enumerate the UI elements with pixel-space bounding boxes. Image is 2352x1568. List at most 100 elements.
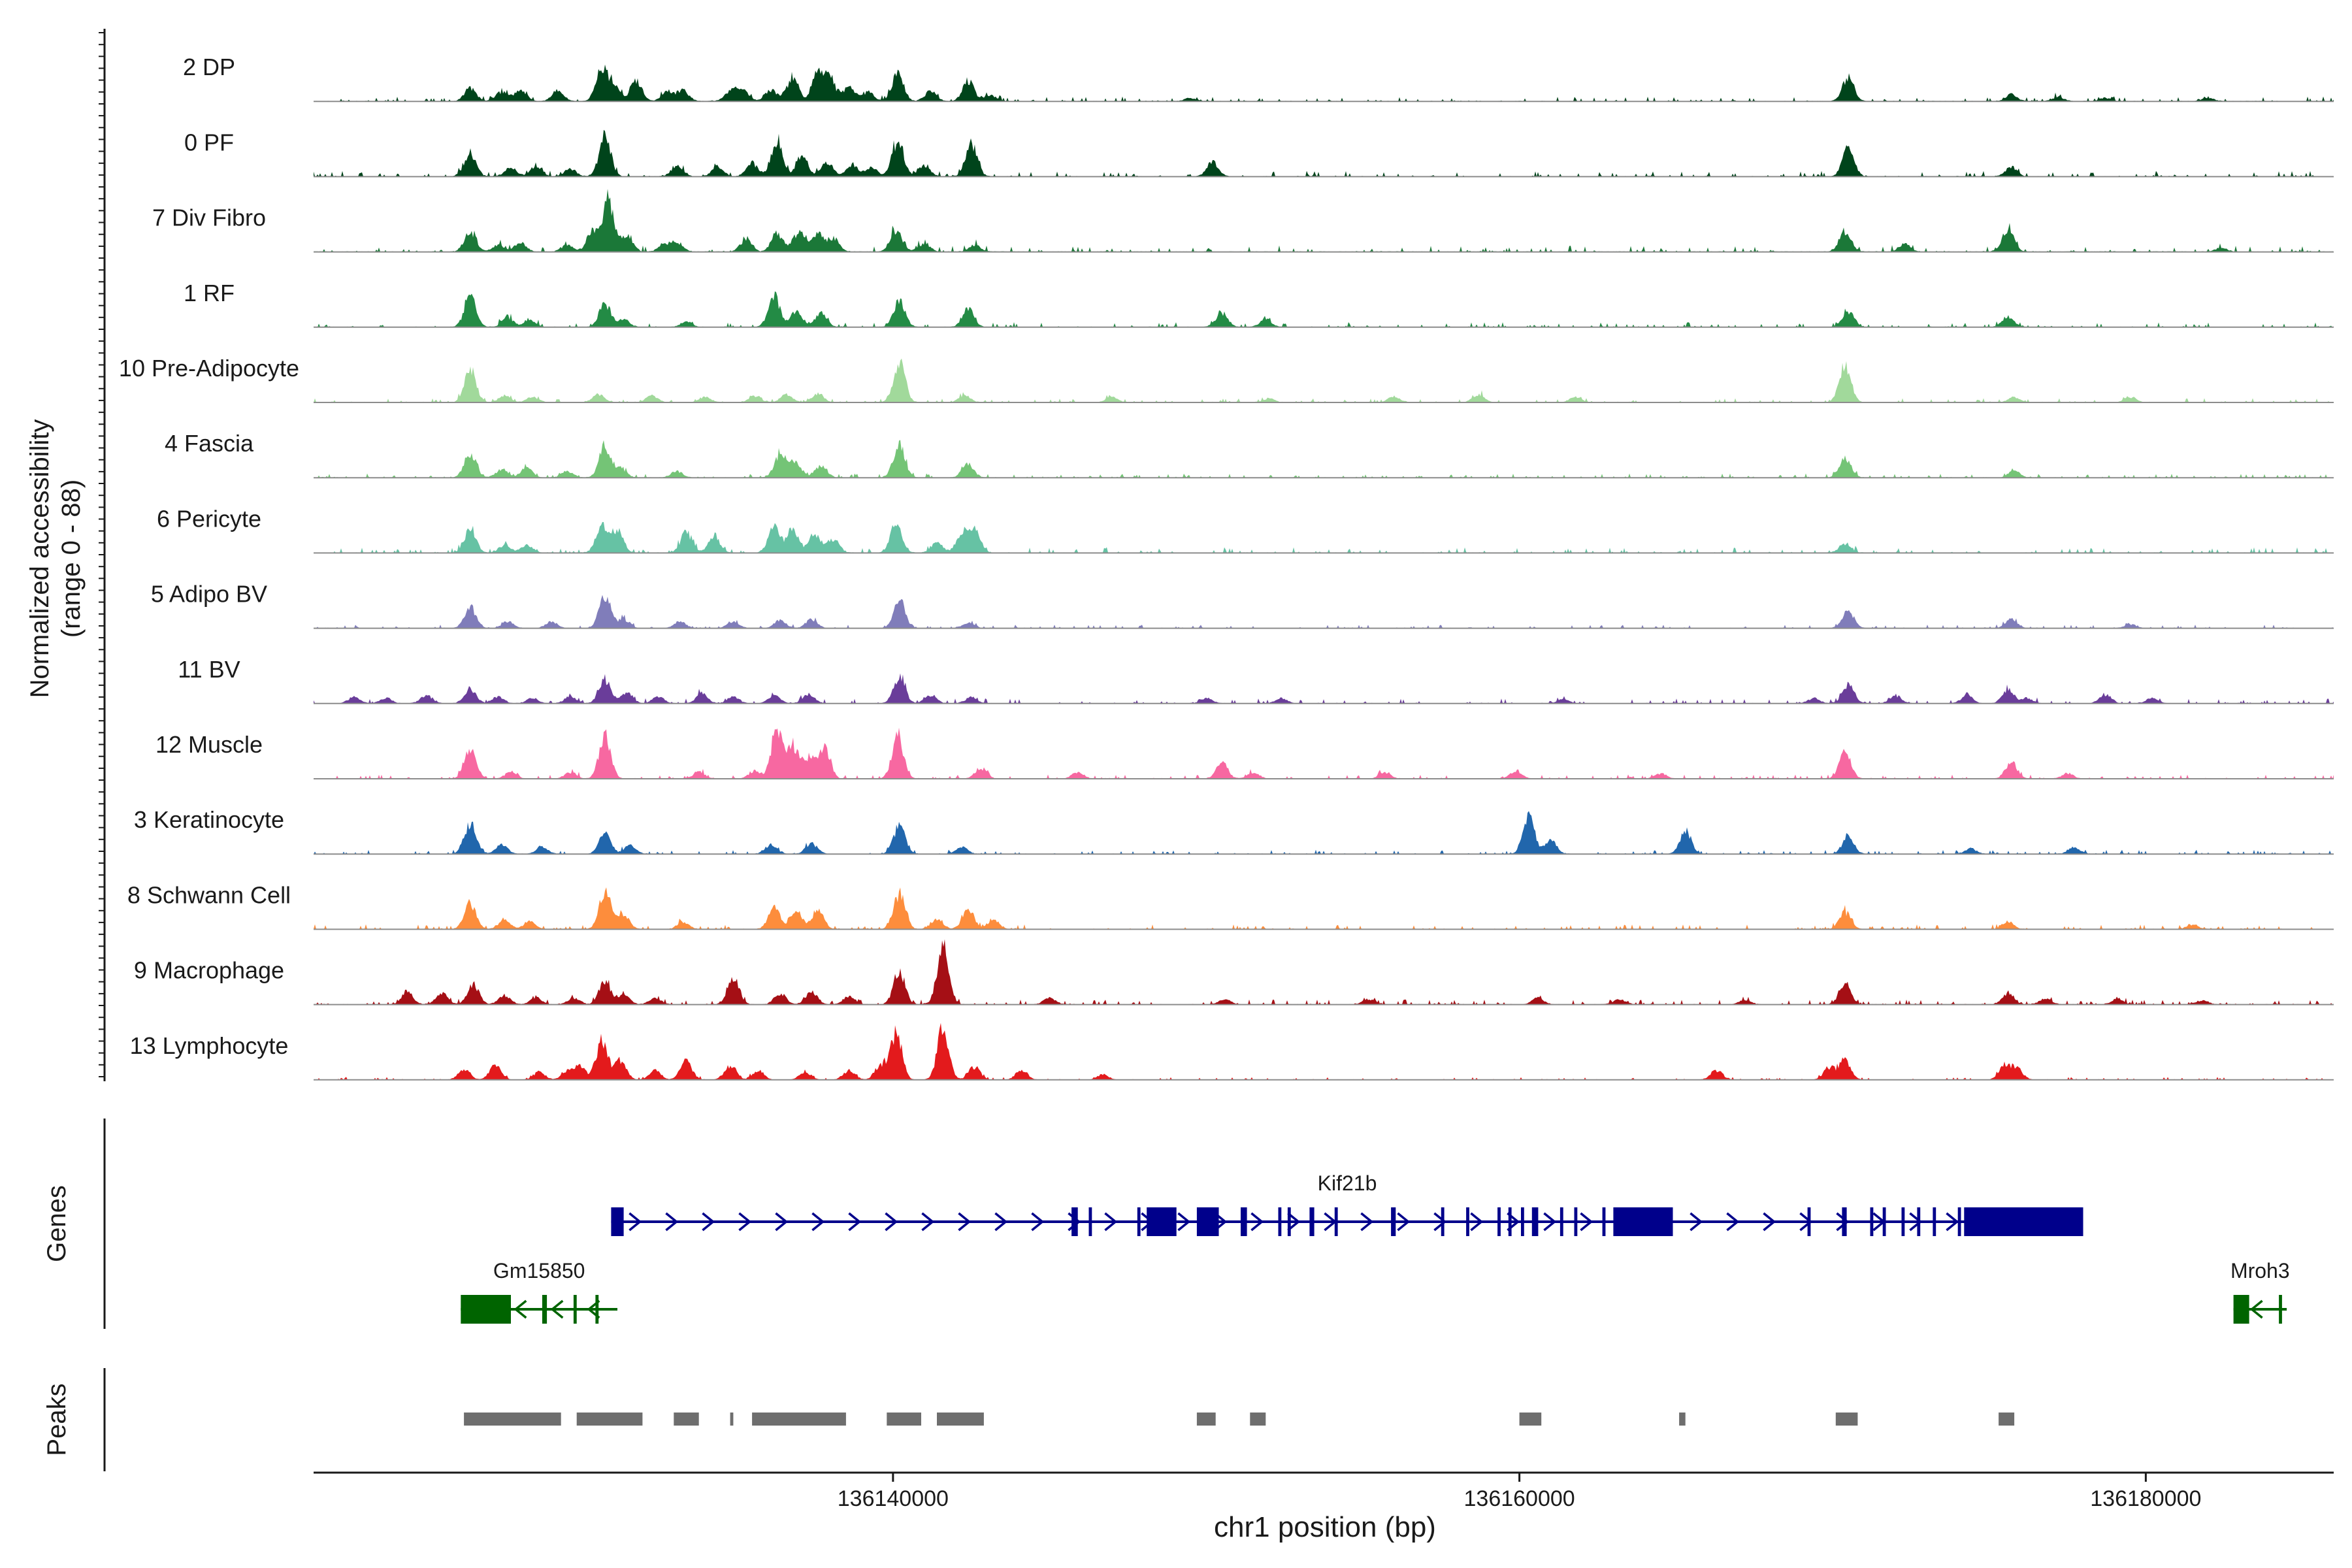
exon-gm15850	[461, 1295, 511, 1324]
peak-region	[576, 1413, 643, 1426]
strand-arrow-icon	[1250, 1212, 1264, 1232]
exon-kif21b	[1497, 1207, 1501, 1236]
y-axis-title-line1: Normalized accessibility	[25, 419, 54, 698]
track-8-schwann-cell: 8 Schwann Cell	[127, 881, 2334, 930]
track-0-pf: 0 PF	[184, 129, 2334, 178]
strand-arrow-icon	[1031, 1212, 1045, 1232]
strand-arrow-icon	[1836, 1212, 1850, 1232]
strand-arrow-icon	[1946, 1212, 1959, 1232]
track-label-3-keratinocyte: 3 Keratinocyte	[134, 806, 284, 833]
exon-kif21b	[1964, 1207, 2083, 1236]
exon-kif21b	[1196, 1207, 1219, 1236]
y-axis-title: Normalized accessibility	[25, 419, 54, 698]
track-label-2-dp: 2 DP	[183, 54, 235, 80]
strand-arrow-icon	[775, 1212, 789, 1232]
gene-mroh3: Mroh3	[2230, 1259, 2290, 1324]
track-10-pre-adipocyte: 10 Pre-Adipocyte	[119, 355, 2334, 403]
track-label-5-adipo-bv: 5 Adipo BV	[151, 581, 267, 608]
strand-arrow-icon	[738, 1212, 752, 1232]
gene-annotation-panel: Kif21b Gm15850 Mroh3	[461, 1171, 2290, 1324]
track-6-pericyte: 6 Pericyte	[157, 505, 2334, 554]
track-label-12-muscle: 12 Muscle	[155, 731, 263, 758]
peak-region	[1835, 1413, 1858, 1426]
x-tick-label: 136180000	[2090, 1486, 2201, 1511]
peak-region	[937, 1413, 984, 1426]
track-area-5-adipo-bv	[314, 595, 2334, 629]
strand-arrow-icon	[958, 1212, 972, 1232]
strand-arrow-icon	[1543, 1212, 1557, 1232]
track-label-9-macrophage: 9 Macrophage	[134, 957, 284, 984]
strand-arrow-icon	[1580, 1212, 1593, 1232]
exon-kif21b	[1278, 1207, 1282, 1236]
exon-kif21b	[1287, 1207, 1291, 1236]
exon-gm15850	[573, 1295, 577, 1324]
track-area-6-pericyte	[314, 522, 2334, 553]
track-5-adipo-bv: 5 Adipo BV	[151, 581, 2334, 629]
strand-arrow-icon	[1690, 1212, 1703, 1232]
track-area-10-pre-adipocyte	[314, 358, 2334, 402]
track-label-6-pericyte: 6 Pericyte	[157, 505, 261, 532]
track-9-macrophage: 9 Macrophage	[134, 939, 2334, 1005]
strand-arrow-icon	[1104, 1212, 1118, 1232]
gene-label-kif21b: Kif21b	[1318, 1171, 1377, 1195]
exon-kif21b	[1560, 1207, 1563, 1236]
strand-arrow-icon	[2249, 1299, 2263, 1319]
strand-arrow-icon	[1470, 1212, 1484, 1232]
peaks-panel	[464, 1413, 2015, 1426]
exon-kif21b	[1574, 1207, 1578, 1236]
peak-region	[1196, 1413, 1216, 1426]
peak-region	[752, 1413, 846, 1426]
exon-kif21b	[1137, 1207, 1141, 1236]
gene-label-mroh3: Mroh3	[2230, 1259, 2290, 1282]
strand-arrow-icon	[1177, 1212, 1191, 1232]
track-area-12-muscle	[314, 727, 2334, 779]
exon-kif21b	[1088, 1207, 1092, 1236]
exon-mroh3	[2233, 1295, 2249, 1324]
exon-kif21b	[1917, 1207, 1921, 1236]
accessibility-y-axis	[99, 29, 106, 1081]
peak-region	[1999, 1413, 2015, 1426]
track-area-2-dp	[314, 64, 2334, 102]
strand-arrow-icon	[1433, 1212, 1447, 1232]
track-label-4-fascia: 4 Fascia	[165, 430, 254, 457]
exon-kif21b	[1933, 1207, 1936, 1236]
genes-panel-label: Genes	[42, 1185, 71, 1262]
track-7-div-fibro: 7 Div Fibro	[152, 189, 2334, 253]
strand-arrow-icon	[994, 1212, 1008, 1232]
track-13-lymphocyte: 13 Lymphocyte	[130, 1022, 2334, 1081]
track-area-7-div-fibro	[314, 189, 2334, 252]
exon-kif21b	[1071, 1207, 1078, 1236]
exon-kif21b	[1957, 1207, 1961, 1236]
track-label-0-pf: 0 PF	[184, 129, 234, 155]
exon-gm15850	[595, 1295, 599, 1324]
peak-region	[1679, 1413, 1686, 1426]
gene-gm15850: Gm15850	[461, 1259, 617, 1324]
peak-region	[887, 1413, 921, 1426]
track-label-7-div-fibro: 7 Div Fibro	[152, 204, 266, 231]
strand-arrow-icon	[921, 1212, 935, 1232]
gene-label-gm15850: Gm15850	[493, 1259, 585, 1282]
exon-kif21b	[1441, 1207, 1445, 1236]
peak-region	[1250, 1413, 1266, 1426]
peak-region	[730, 1413, 734, 1426]
track-area-4-fascia	[314, 440, 2334, 478]
exon-kif21b	[1842, 1207, 1847, 1236]
track-area-0-pf	[314, 129, 2334, 177]
strand-arrow-icon	[702, 1212, 715, 1232]
peak-region	[1519, 1413, 1542, 1426]
strand-arrow-icon	[665, 1212, 679, 1232]
exon-kif21b	[1391, 1207, 1396, 1236]
track-label-10-pre-adipocyte: 10 Pre-Adipocyte	[119, 355, 299, 382]
x-axis: 136140000 136160000 136180000	[314, 1471, 2334, 1511]
track-1-rf: 1 RF	[184, 280, 2334, 328]
strand-arrow-icon	[1799, 1212, 1813, 1232]
track-area-3-keratinocyte	[314, 811, 2334, 855]
strand-arrow-icon	[1726, 1212, 1740, 1232]
exon-kif21b	[1508, 1207, 1512, 1236]
strand-arrow-icon	[811, 1212, 825, 1232]
exon-kif21b	[1241, 1207, 1247, 1236]
gene-kif21b: Kif21b	[611, 1171, 2083, 1236]
strand-arrow-icon	[1360, 1212, 1374, 1232]
x-axis-title: chr1 position (bp)	[1214, 1511, 1436, 1543]
